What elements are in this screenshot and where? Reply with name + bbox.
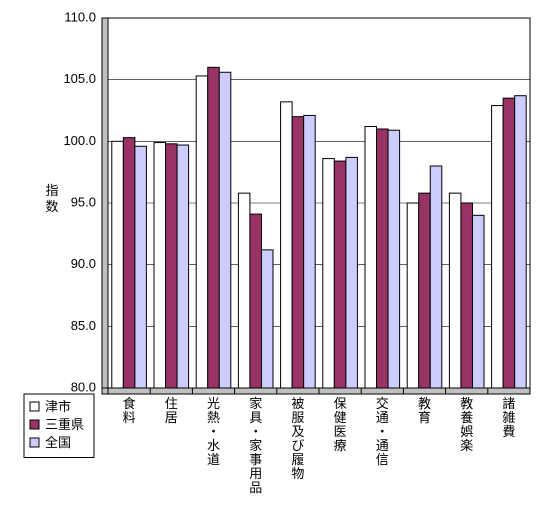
bar-三重県 bbox=[123, 138, 135, 388]
category-label: 品 bbox=[249, 480, 262, 495]
bar-全国 bbox=[261, 250, 273, 388]
bar-三重県 bbox=[208, 67, 220, 388]
y-axis-title: 数 bbox=[45, 199, 58, 214]
category-label: 費 bbox=[502, 424, 515, 439]
bar-全国 bbox=[135, 146, 147, 388]
category-label: 光 bbox=[207, 396, 220, 411]
category-label: 熱 bbox=[207, 410, 220, 425]
category-label: 教 bbox=[460, 396, 473, 411]
y-tick-label: 100.0 bbox=[63, 133, 96, 148]
y-tick-label: 90.0 bbox=[71, 256, 96, 271]
category-label: 水 bbox=[207, 438, 220, 453]
bar-三重県 bbox=[334, 161, 346, 388]
bar-津市 bbox=[407, 203, 419, 388]
legend-swatch bbox=[30, 402, 39, 411]
category-label: 信 bbox=[376, 452, 389, 467]
category-label: 物 bbox=[291, 466, 304, 481]
bar-津市 bbox=[449, 193, 461, 388]
bar-三重県 bbox=[419, 193, 431, 388]
grouped-bar-chart: 80.085.090.095.0100.0105.0110.0指数食料住居光熱・… bbox=[0, 0, 550, 519]
bar-全国 bbox=[472, 215, 484, 388]
category-label: 通 bbox=[376, 410, 389, 425]
category-label: 教 bbox=[418, 396, 431, 411]
category-label: 具 bbox=[249, 410, 262, 425]
category-label: 健 bbox=[334, 410, 347, 425]
category-label: ・ bbox=[376, 424, 389, 439]
category-label: 療 bbox=[334, 438, 347, 453]
bar-津市 bbox=[238, 193, 250, 388]
legend-label: 津市 bbox=[45, 399, 71, 414]
bar-津市 bbox=[112, 141, 124, 388]
bar-三重県 bbox=[250, 214, 262, 388]
category-label: 居 bbox=[165, 410, 178, 425]
category-label: 保 bbox=[334, 396, 347, 411]
category-label: 及 bbox=[291, 424, 304, 439]
bar-津市 bbox=[154, 143, 166, 388]
bar-津市 bbox=[196, 76, 208, 388]
category-label: 交 bbox=[376, 396, 389, 411]
bar-全国 bbox=[346, 157, 358, 388]
legend-swatch bbox=[30, 438, 39, 447]
category-label: び bbox=[291, 438, 304, 453]
category-label: 用 bbox=[249, 466, 262, 481]
y-tick-label: 85.0 bbox=[71, 318, 96, 333]
category-label: 事 bbox=[249, 452, 262, 467]
category-label: 被 bbox=[291, 396, 304, 411]
category-label: 娯 bbox=[460, 424, 473, 439]
y-tick-label: 105.0 bbox=[63, 71, 96, 86]
bar-津市 bbox=[365, 127, 377, 388]
bar-三重県 bbox=[461, 203, 473, 388]
x-axis-strip bbox=[102, 388, 530, 394]
category-label: 楽 bbox=[460, 438, 473, 453]
bar-全国 bbox=[219, 72, 231, 388]
category-label: 料 bbox=[123, 410, 136, 425]
y-tick-label: 80.0 bbox=[71, 379, 96, 394]
bar-津市 bbox=[492, 106, 504, 388]
category-label: 諸 bbox=[502, 396, 515, 411]
bar-津市 bbox=[323, 159, 335, 388]
category-label: ・ bbox=[207, 424, 220, 439]
bar-三重県 bbox=[377, 129, 389, 388]
category-label: 食 bbox=[123, 396, 136, 411]
category-label: 住 bbox=[165, 396, 178, 411]
bar-全国 bbox=[430, 166, 442, 388]
category-label: 養 bbox=[460, 410, 473, 425]
category-label: 家 bbox=[249, 438, 262, 453]
bar-三重県 bbox=[166, 144, 178, 388]
y-axis-title: 指 bbox=[45, 183, 58, 198]
category-label: 履 bbox=[291, 452, 304, 467]
category-label: 道 bbox=[207, 452, 220, 467]
category-label: 雑 bbox=[502, 410, 515, 425]
y-axis-strip bbox=[102, 18, 108, 394]
legend-label: 三重県 bbox=[45, 417, 84, 432]
bar-三重県 bbox=[292, 117, 304, 388]
category-label: 服 bbox=[291, 410, 304, 425]
category-label: 家 bbox=[249, 396, 262, 411]
category-label: 育 bbox=[418, 410, 431, 425]
bar-三重県 bbox=[503, 98, 515, 388]
category-label: ・ bbox=[249, 424, 262, 439]
bar-全国 bbox=[515, 96, 527, 388]
bar-津市 bbox=[281, 102, 293, 388]
legend-label: 全国 bbox=[45, 435, 71, 450]
legend-swatch bbox=[30, 420, 39, 429]
category-label: 通 bbox=[376, 438, 389, 453]
y-tick-label: 110.0 bbox=[64, 9, 96, 24]
bar-全国 bbox=[304, 115, 316, 388]
y-tick-label: 95.0 bbox=[71, 194, 96, 209]
category-label: 医 bbox=[334, 424, 347, 439]
bar-全国 bbox=[177, 145, 189, 388]
bar-全国 bbox=[388, 130, 400, 388]
